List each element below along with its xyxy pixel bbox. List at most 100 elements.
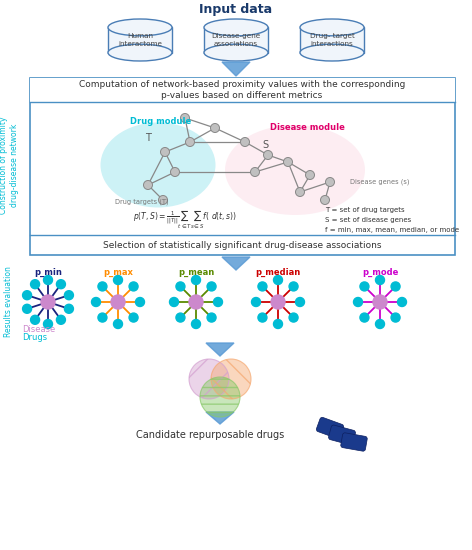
Circle shape: [31, 315, 40, 324]
Circle shape: [263, 151, 272, 160]
Text: Disease module: Disease module: [270, 124, 345, 133]
Bar: [108, 28, 172, 53]
Circle shape: [176, 313, 185, 322]
Ellipse shape: [225, 125, 365, 215]
Text: p_median: p_median: [255, 268, 301, 277]
Text: Disease-gene
associations: Disease-gene associations: [211, 33, 261, 47]
Text: p_min: p_min: [34, 268, 62, 277]
Circle shape: [64, 291, 74, 300]
Text: Human
interactome: Human interactome: [118, 33, 162, 47]
FancyBboxPatch shape: [341, 433, 367, 451]
Circle shape: [251, 168, 260, 177]
Circle shape: [111, 295, 125, 309]
Ellipse shape: [101, 123, 216, 207]
FancyBboxPatch shape: [30, 78, 455, 102]
Circle shape: [376, 320, 385, 328]
Text: Input data: Input data: [200, 3, 272, 16]
Circle shape: [241, 138, 250, 146]
Circle shape: [31, 280, 40, 289]
Circle shape: [271, 295, 285, 309]
Circle shape: [64, 304, 74, 314]
Text: T: T: [145, 133, 151, 143]
Circle shape: [207, 282, 216, 291]
Circle shape: [273, 320, 283, 328]
Circle shape: [354, 298, 362, 306]
Ellipse shape: [204, 19, 268, 36]
Circle shape: [326, 178, 335, 186]
Circle shape: [113, 320, 123, 328]
Circle shape: [160, 147, 169, 157]
Text: p_max: p_max: [103, 268, 133, 277]
Polygon shape: [222, 257, 250, 270]
Circle shape: [41, 295, 55, 309]
Circle shape: [143, 180, 152, 190]
Text: T = set of drug targets: T = set of drug targets: [325, 207, 405, 213]
Circle shape: [43, 320, 52, 328]
Text: Disease: Disease: [22, 326, 55, 334]
Circle shape: [295, 298, 304, 306]
Text: Candidate repurposable drugs: Candidate repurposable drugs: [136, 430, 284, 440]
Ellipse shape: [204, 44, 268, 61]
Circle shape: [360, 282, 369, 291]
Text: Drug module: Drug module: [130, 118, 191, 127]
Circle shape: [98, 282, 107, 291]
Circle shape: [360, 313, 369, 322]
Circle shape: [43, 276, 52, 284]
FancyBboxPatch shape: [30, 78, 455, 255]
Ellipse shape: [108, 44, 172, 61]
Circle shape: [213, 298, 222, 306]
Circle shape: [211, 124, 219, 133]
Text: Drug- target
interactions: Drug- target interactions: [310, 33, 354, 47]
Circle shape: [185, 138, 194, 146]
Circle shape: [273, 276, 283, 284]
Text: S = set of disease genes: S = set of disease genes: [325, 217, 411, 223]
Circle shape: [320, 195, 329, 205]
Ellipse shape: [300, 19, 364, 36]
Circle shape: [295, 188, 304, 196]
Circle shape: [284, 157, 293, 167]
Circle shape: [135, 298, 144, 306]
Circle shape: [169, 298, 178, 306]
Ellipse shape: [300, 44, 364, 61]
Text: Drugs: Drugs: [22, 333, 47, 343]
Circle shape: [180, 113, 189, 123]
Circle shape: [391, 282, 400, 291]
Circle shape: [373, 295, 387, 309]
Circle shape: [258, 313, 267, 322]
Circle shape: [211, 359, 251, 399]
Text: Computation of network-based proximity values with the corresponding
p-values ba: Computation of network-based proximity v…: [79, 80, 405, 101]
Circle shape: [189, 295, 203, 309]
Circle shape: [305, 170, 314, 179]
Circle shape: [170, 168, 179, 177]
Ellipse shape: [108, 19, 172, 36]
Polygon shape: [222, 62, 250, 76]
Text: Construction of proximity
drug-disease network: Construction of proximity drug-disease n…: [0, 116, 19, 214]
Circle shape: [57, 315, 66, 324]
Bar: [204, 28, 268, 53]
Circle shape: [57, 280, 66, 289]
Circle shape: [98, 313, 107, 322]
Circle shape: [23, 304, 32, 314]
Circle shape: [376, 276, 385, 284]
Circle shape: [92, 298, 101, 306]
Text: S: S: [262, 140, 268, 150]
Text: Selection of statistically significant drug-disease associations: Selection of statistically significant d…: [103, 240, 381, 250]
Circle shape: [159, 195, 168, 205]
Text: p_mean: p_mean: [178, 268, 214, 277]
Text: Drug targets (T): Drug targets (T): [115, 199, 169, 205]
Circle shape: [129, 282, 138, 291]
Circle shape: [192, 276, 201, 284]
Polygon shape: [206, 343, 234, 356]
Circle shape: [289, 282, 298, 291]
Circle shape: [289, 313, 298, 322]
Circle shape: [23, 291, 32, 300]
Circle shape: [200, 377, 240, 417]
Circle shape: [113, 276, 123, 284]
Circle shape: [129, 313, 138, 322]
Text: Results evaluation: Results evaluation: [5, 267, 14, 338]
Circle shape: [207, 313, 216, 322]
Circle shape: [397, 298, 406, 306]
Text: p_mode: p_mode: [362, 268, 398, 277]
Polygon shape: [206, 412, 234, 424]
Bar: [300, 28, 364, 53]
